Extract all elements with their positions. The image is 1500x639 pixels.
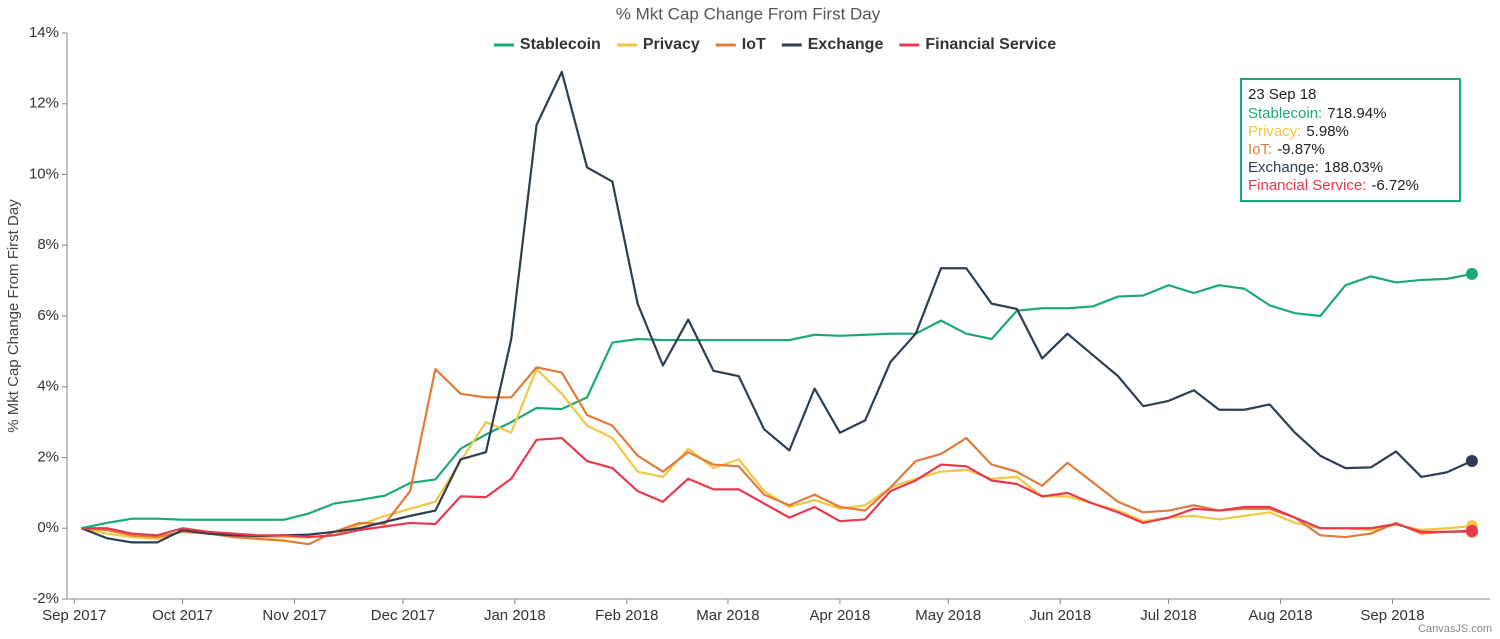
x-tick-label: Oct 2017 — [152, 607, 213, 624]
y-tick-label: 0% — [37, 519, 59, 536]
y-tick-label: 8% — [37, 236, 59, 253]
chart-title: % Mkt Cap Change From First Day — [616, 4, 881, 23]
x-tick-label: Nov 2017 — [262, 607, 326, 624]
y-tick-label: 12% — [29, 95, 59, 112]
legend-label: Privacy — [643, 36, 700, 53]
tooltip-value: 188.03% — [1324, 159, 1383, 176]
x-tick-label: Apr 2018 — [809, 607, 870, 624]
end-marker — [1465, 455, 1478, 468]
legend: Stablecoin Privacy IoT Exchange Financial Se… — [493, 36, 1056, 53]
end-marker — [1465, 267, 1478, 280]
x-tick-label: Jul 2018 — [1140, 607, 1197, 624]
legend-label: IoT — [742, 36, 766, 53]
x-tick-label: Jan 2018 — [484, 607, 546, 624]
x-tick-label: Sep 2017 — [42, 607, 106, 624]
y-tick-label: 10% — [29, 165, 59, 182]
tooltip-label: IoT: — [1248, 141, 1272, 158]
x-tick-label: Sep 2018 — [1360, 607, 1424, 624]
series-line — [81, 366, 1472, 546]
x-tick-label: Aug 2018 — [1248, 607, 1312, 624]
y-tick-label: -2% — [32, 590, 59, 607]
tooltip: 23 Sep 18 Stablecoin: 718.94% Privacy: 5.98%… — [1240, 78, 1461, 202]
x-tick-label: Jun 2018 — [1029, 607, 1091, 624]
end-marker — [1465, 524, 1478, 537]
series-line — [81, 272, 1473, 530]
x-tick-label: Dec 2017 — [371, 607, 435, 624]
tooltip-label: Exchange: — [1248, 159, 1319, 176]
tooltip-box — [1240, 78, 1461, 202]
tooltip-label: Stablecoin: — [1248, 105, 1322, 122]
x-tick-label: Feb 2018 — [595, 607, 658, 624]
x-tick-label: May 2018 — [915, 607, 981, 624]
y-axis-label: % Mkt Cap Change From First Day — [5, 199, 22, 433]
tooltip-title: 23 Sep 18 — [1248, 86, 1316, 103]
legend-label: Stablecoin — [520, 36, 601, 53]
tooltip-value: 5.98% — [1306, 123, 1349, 140]
y-tick-label: 14% — [29, 24, 59, 41]
tooltip-label: Financial Service: — [1248, 177, 1366, 194]
tooltip-value: 718.94% — [1327, 105, 1386, 122]
series-line — [81, 436, 1472, 539]
y-tick-label: 6% — [37, 307, 59, 324]
y-tick-label: 2% — [37, 448, 59, 465]
tooltip-value: -6.72% — [1371, 177, 1419, 194]
tooltip-label: Privacy: — [1248, 123, 1301, 140]
x-tick-label: Mar 2018 — [696, 607, 759, 624]
tooltip-value: -9.87% — [1277, 141, 1325, 158]
series-line — [81, 70, 1473, 544]
y-tick-label: 4% — [37, 378, 59, 395]
credit: CanvasJS.com — [1418, 623, 1492, 635]
series-line — [81, 367, 1473, 540]
legend-label: Exchange — [808, 36, 884, 53]
legend-label: Financial Service — [925, 36, 1056, 53]
